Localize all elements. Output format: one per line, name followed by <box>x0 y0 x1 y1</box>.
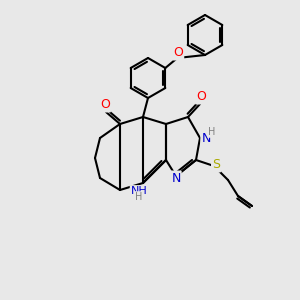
Text: NH: NH <box>130 186 147 196</box>
Text: O: O <box>173 46 183 59</box>
Text: H: H <box>208 127 216 137</box>
Text: N: N <box>201 131 211 145</box>
Text: O: O <box>100 98 110 112</box>
Text: H: H <box>135 192 143 202</box>
Text: N: N <box>171 172 181 184</box>
Text: O: O <box>196 91 206 103</box>
Text: S: S <box>212 158 220 172</box>
